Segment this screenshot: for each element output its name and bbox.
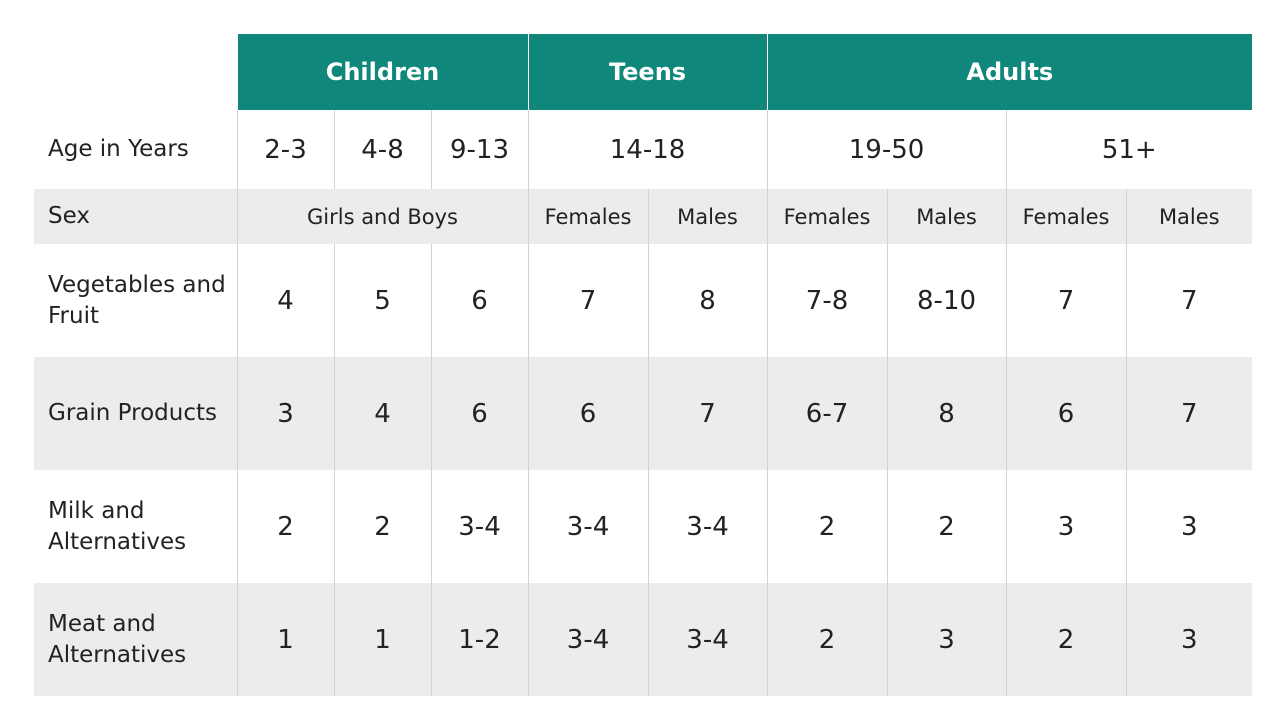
food-row-grain-products: Grain Products 3 4 6 6 7 6-7 8 6 7: [34, 357, 1253, 470]
serving-cell: 2: [1005, 583, 1127, 696]
sex-row: Sex Girls and Boys Females Males Females…: [34, 189, 1253, 244]
serving-cell: 2: [766, 583, 888, 696]
serving-cell: 6: [430, 357, 529, 470]
serving-cell: 7-8: [766, 244, 888, 357]
age-cell: 9-13: [430, 110, 529, 189]
serving-cell: 5: [333, 244, 431, 357]
age-row: Age in Years 2-3 4-8 9-13 14-18 19-50 51…: [34, 110, 1253, 189]
serving-cell: 3: [886, 583, 1007, 696]
serving-cell: 3: [236, 357, 334, 470]
row-label: Grain Products: [34, 357, 237, 470]
food-row-meat-alternatives: Meat and Alternatives 1 1 1-2 3-4 3-4 2 …: [34, 583, 1253, 696]
row-label: Meat and Alternatives: [34, 583, 237, 696]
serving-cell: 2: [766, 470, 888, 583]
row-label-sex: Sex: [34, 189, 237, 244]
serving-cell: 8: [647, 244, 768, 357]
serving-cell: 2: [333, 470, 431, 583]
serving-cell: 3-4: [430, 470, 529, 583]
serving-cell: 3-4: [647, 470, 768, 583]
serving-cell: 8: [886, 357, 1007, 470]
serving-cell: 3-4: [527, 583, 649, 696]
sex-cell: Girls and Boys: [236, 189, 529, 244]
serving-cell: 7: [1125, 244, 1253, 357]
age-cell: 51+: [1005, 110, 1253, 189]
serving-cell: 2: [886, 470, 1007, 583]
sex-cell: Females: [527, 189, 649, 244]
serving-cell: 3-4: [527, 470, 649, 583]
food-row-vegetables-fruit: Vegetables and Fruit 4 5 6 7 8 7-8 8-10 …: [34, 244, 1253, 357]
group-header-row: Children Teens Adults: [34, 34, 1253, 110]
header-corner: [34, 34, 237, 110]
sex-cell: Males: [1125, 189, 1253, 244]
group-header-adults: Adults: [766, 34, 1253, 110]
serving-cell: 6: [1005, 357, 1127, 470]
serving-cell: 3: [1125, 470, 1253, 583]
serving-cell: 1: [333, 583, 431, 696]
serving-cell: 4: [236, 244, 334, 357]
serving-cell: 6: [430, 244, 529, 357]
food-row-milk-alternatives: Milk and Alternatives 2 2 3-4 3-4 3-4 2 …: [34, 470, 1253, 583]
age-cell: 19-50: [766, 110, 1007, 189]
serving-cell: 7: [1005, 244, 1127, 357]
sex-cell: Females: [766, 189, 888, 244]
serving-cell: 2: [236, 470, 334, 583]
sex-cell: Females: [1005, 189, 1127, 244]
servings-table: Children Teens Adults Age in Years 2-3 4…: [34, 34, 1253, 696]
sex-cell: Males: [647, 189, 768, 244]
serving-cell: 7: [1125, 357, 1253, 470]
serving-cell: 7: [647, 357, 768, 470]
serving-cell: 1-2: [430, 583, 529, 696]
group-header-teens: Teens: [527, 34, 768, 110]
age-cell: 4-8: [333, 110, 431, 189]
serving-cell: 6: [527, 357, 649, 470]
serving-cell: 3-4: [647, 583, 768, 696]
sex-cell: Males: [886, 189, 1007, 244]
serving-cell: 4: [333, 357, 431, 470]
serving-cell: 8-10: [886, 244, 1007, 357]
row-label: Vegetables and Fruit: [34, 244, 237, 357]
serving-cell: 6-7: [766, 357, 888, 470]
row-label: Milk and Alternatives: [34, 470, 237, 583]
row-label-age: Age in Years: [34, 110, 237, 189]
serving-cell: 3: [1125, 583, 1253, 696]
age-cell: 2-3: [236, 110, 334, 189]
servings-table-container: Children Teens Adults Age in Years 2-3 4…: [34, 34, 1253, 696]
age-cell: 14-18: [527, 110, 768, 189]
serving-cell: 1: [236, 583, 334, 696]
group-header-children: Children: [236, 34, 529, 110]
serving-cell: 3: [1005, 470, 1127, 583]
serving-cell: 7: [527, 244, 649, 357]
